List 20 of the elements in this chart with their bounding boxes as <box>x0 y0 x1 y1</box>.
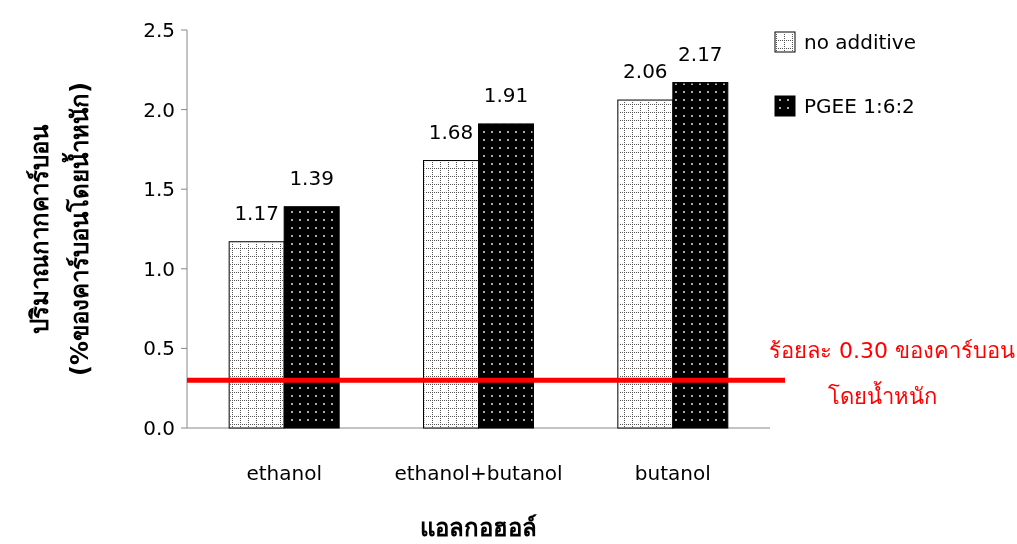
y-axis-title: ปริมาณกากคาร์บอน (%ของคาร์บอนโดยน้ำหนัก) <box>26 82 94 376</box>
data-label: 1.39 <box>289 165 334 190</box>
ref-line-label: ร้อยละ 0.30 ของคาร์บอน โดยน้ำหนัก <box>769 338 1015 410</box>
y-tick-label: 1.5 <box>143 177 175 202</box>
y-tick-label: 2.5 <box>143 18 175 42</box>
legend-label: no additive <box>804 30 917 54</box>
x-tick-label: butanol <box>634 461 711 485</box>
y-tick-label: 0.0 <box>143 416 175 440</box>
data-label: 1.17 <box>234 200 279 225</box>
y-tick-label: 0.5 <box>143 336 175 361</box>
data-label: 2.06 <box>623 59 668 84</box>
x-axis-title: แอลกอฮอล์ <box>420 514 537 542</box>
data-label: 1.91 <box>483 82 529 107</box>
x-tick-label: ethanol+butanol <box>394 461 563 485</box>
x-tick-label: ethanol <box>246 461 322 485</box>
y-tick-label: 2.0 <box>143 97 175 122</box>
y-tick-label: 1.0 <box>143 256 175 281</box>
data-label: 1.68 <box>428 119 474 144</box>
legend-label: PGEE 1:6:2 <box>804 94 915 118</box>
data-label: 2.17 <box>678 41 723 66</box>
